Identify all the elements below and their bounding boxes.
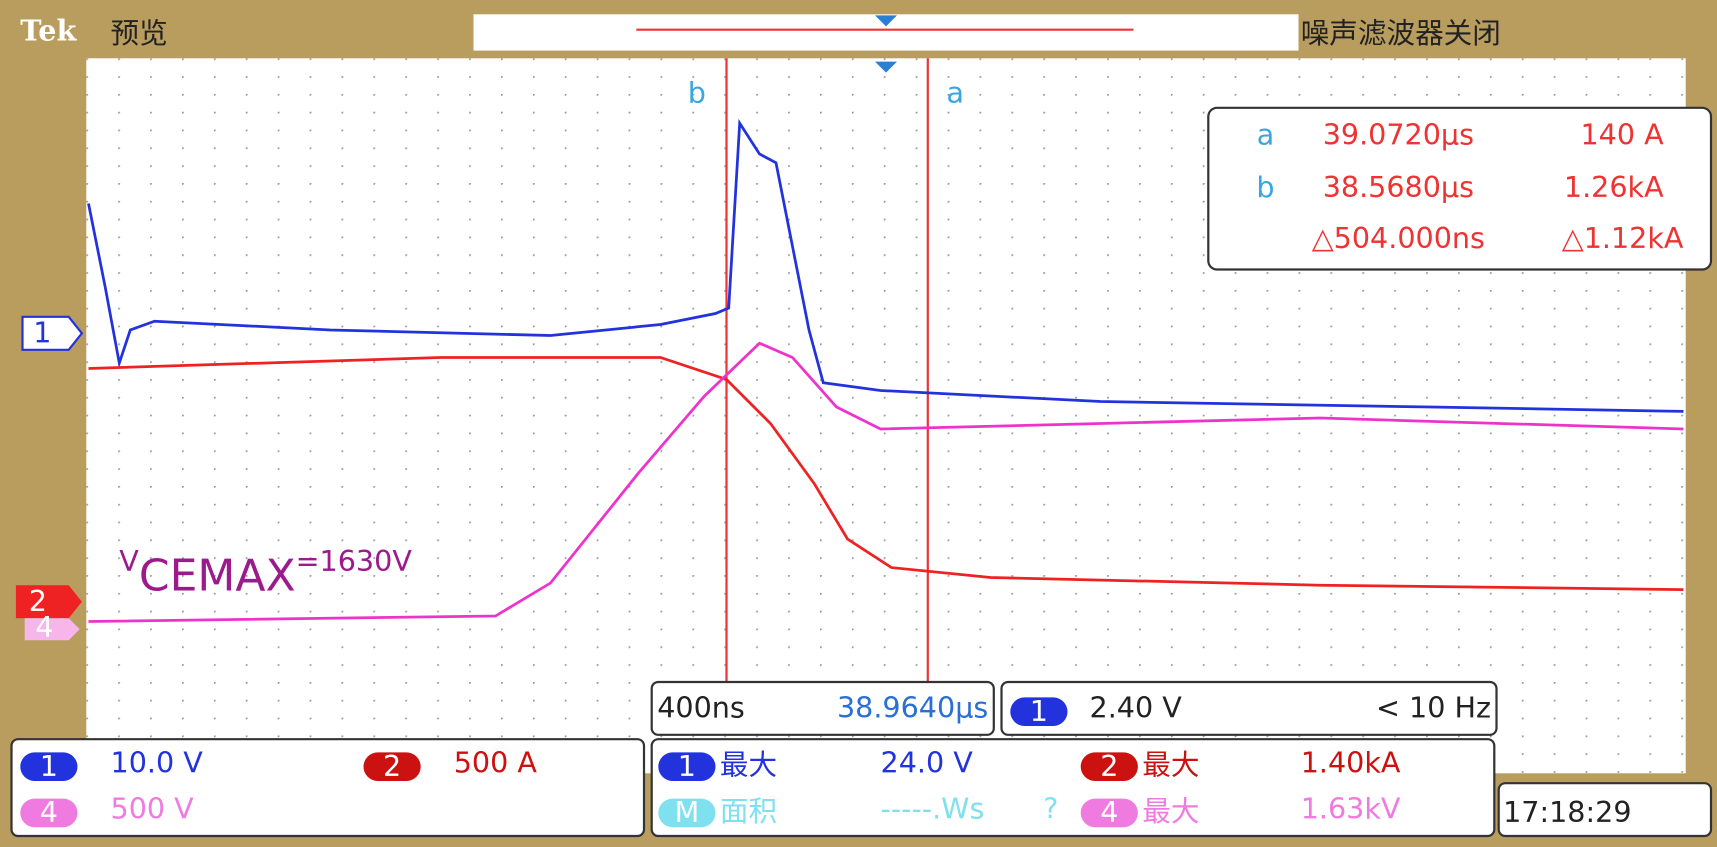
brand: Tek <box>20 14 77 48</box>
channel-id: 4 <box>40 795 58 829</box>
badge <box>658 798 716 828</box>
measure-source: 2 <box>1100 749 1118 783</box>
trigger-pos <box>875 61 897 73</box>
measure-source: 4 <box>1100 795 1118 829</box>
ch4-marker <box>24 618 80 641</box>
ch1-marker <box>21 315 84 351</box>
readout-cursor: b <box>1256 170 1274 204</box>
ch1-waveform <box>87 118 1684 413</box>
badge <box>1080 752 1138 781</box>
measure-value: 1.40kA <box>1301 745 1401 779</box>
readout-time: 39.0720µs <box>1323 117 1474 151</box>
badge <box>20 798 78 828</box>
timebase-position: 38.9640µs <box>837 690 988 724</box>
ch2-marker-label: 2 <box>29 584 47 618</box>
measure-type: 最大 <box>1142 794 1199 828</box>
cursor-label: a <box>947 76 965 110</box>
ch2-marker <box>15 585 82 619</box>
channel-scale: 500 V <box>111 792 195 826</box>
channel-box <box>10 738 646 838</box>
readout-value: 1.26kA <box>1564 170 1664 204</box>
badge <box>363 752 421 781</box>
ch4-waveform <box>88 341 1684 623</box>
readout-value: 140 A <box>1580 117 1664 151</box>
ch1-marker-label: 1 <box>33 315 51 349</box>
readout-cursor: a <box>1257 117 1275 151</box>
badge <box>20 752 78 781</box>
annotation-main: V <box>119 544 139 578</box>
timebase-box <box>650 680 995 736</box>
measure-source: M <box>675 795 700 829</box>
annotation-sub: CEMAX <box>139 551 296 602</box>
trigger-box <box>1000 680 1498 736</box>
badge <box>1080 798 1138 828</box>
clock: 17:18:29 <box>1503 795 1631 829</box>
readout-delta-time: △504.000ns <box>1312 221 1485 255</box>
measure-source: 1 <box>678 749 696 783</box>
clock-box <box>1497 782 1713 838</box>
readout-box <box>1207 106 1713 271</box>
channel-scale: 10.0 V <box>111 745 204 779</box>
trigger-level: 2.40 V <box>1089 690 1182 724</box>
filter-status: 噪声滤波器关闭 <box>1301 16 1501 50</box>
badge <box>1010 697 1068 726</box>
badge <box>658 752 716 781</box>
trigger-pos <box>875 15 897 27</box>
cursor-label: b <box>688 76 706 110</box>
channel-id: 1 <box>40 749 58 783</box>
annotation: VCEMAX=1630V <box>119 544 412 601</box>
measure-box <box>650 738 1496 838</box>
measure-value: 24.0 V <box>881 745 974 779</box>
annotation-rest: =1630V <box>296 544 413 578</box>
channel-id: 2 <box>383 749 401 783</box>
trigger-rate: < 10 Hz <box>1376 690 1491 724</box>
ch2-waveform <box>88 356 1684 591</box>
channel-scale: 500 A <box>454 745 538 779</box>
ch4-marker-label: 4 <box>35 610 53 644</box>
measure-value: 1.63kV <box>1301 792 1401 826</box>
mode: 预览 <box>111 16 168 50</box>
measure-type: 最大 <box>1142 748 1199 782</box>
measure-type: 面积 <box>720 794 777 828</box>
readout-delta-value: △1.12kA <box>1562 221 1684 255</box>
trigger-channel: 1 <box>1030 694 1048 728</box>
readout-time: 38.5680µs <box>1323 170 1474 204</box>
measure-value: -----.Ws <box>881 792 985 826</box>
timebase-scale: 400ns <box>657 690 745 724</box>
measure-flag: ? <box>1043 792 1058 826</box>
measure-type: 最大 <box>720 748 777 782</box>
